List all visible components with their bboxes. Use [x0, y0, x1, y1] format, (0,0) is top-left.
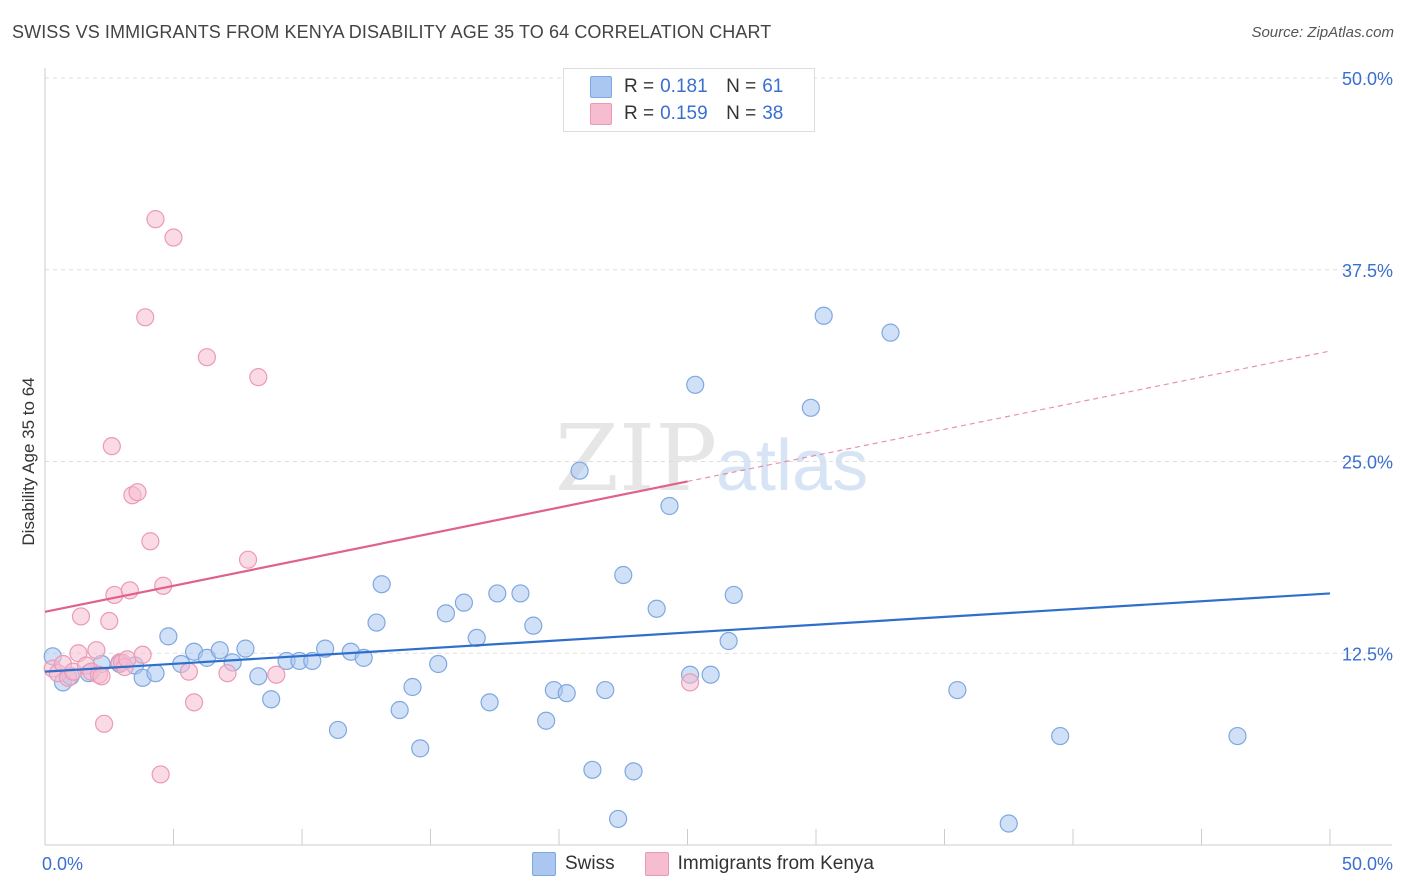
y-tick-label: 37.5% — [1342, 261, 1393, 281]
swiss-point — [210, 641, 229, 660]
r-value: 0.159 — [660, 103, 708, 124]
kenya-point — [102, 437, 121, 456]
kenya-point — [197, 348, 217, 367]
swiss-point — [1228, 726, 1247, 746]
stats-legend-row-kenya: R = 0.159 N = 38 — [590, 102, 783, 126]
kenya-point — [128, 483, 147, 502]
kenya-point — [238, 550, 258, 569]
kenya-point — [92, 667, 111, 686]
kenya-point — [95, 714, 114, 733]
y-tick-label: 12.5% — [1342, 644, 1393, 664]
kenya-point — [146, 210, 165, 229]
r-label: R = — [624, 103, 655, 124]
swiss-point — [249, 667, 268, 686]
swiss-point — [159, 627, 178, 646]
swiss-point — [429, 654, 448, 674]
kenya-point — [179, 662, 199, 681]
swiss-point — [583, 760, 602, 779]
n-label: N = — [726, 103, 757, 124]
kenya-point — [680, 673, 700, 692]
r-value: 0.181 — [660, 76, 708, 97]
kenya-swatch — [590, 103, 612, 125]
kenya-point — [267, 665, 286, 684]
swiss-point — [999, 814, 1018, 833]
legend-item-swiss[interactable]: Swiss — [531, 852, 615, 876]
swiss-point — [316, 639, 335, 658]
swiss-point — [367, 613, 386, 632]
swiss-point — [609, 809, 628, 829]
n-value: 38 — [762, 103, 784, 124]
swiss-point — [328, 720, 348, 740]
swiss-point — [390, 700, 409, 720]
kenya-point — [141, 532, 160, 551]
swiss-point — [372, 575, 391, 594]
swiss-swatch — [590, 76, 612, 98]
swiss-point — [436, 604, 456, 623]
swiss-point — [570, 461, 589, 480]
x-tick-label: 0.0% — [42, 854, 83, 874]
swiss-point — [480, 693, 499, 712]
kenya-point — [100, 611, 119, 631]
chart-title: SWISS VS IMMIGRANTS FROM KENYA DISABILIT… — [12, 22, 772, 42]
kenya-point — [164, 228, 183, 247]
kenya-point — [87, 641, 106, 660]
kenya-point — [184, 693, 204, 712]
legend-label-kenya: Immigrants from Kenya — [677, 853, 875, 874]
x-tick-label: 50.0% — [1342, 854, 1393, 874]
swiss-point — [948, 680, 967, 700]
swiss-point — [596, 680, 615, 700]
y-axis-label: Disability Age 35 to 64 — [19, 377, 38, 545]
swiss-point — [660, 496, 679, 516]
swiss-point — [236, 639, 255, 658]
stats-legend-row-swiss: R = 0.181 N = 61 — [590, 75, 783, 99]
kenya-point — [249, 368, 268, 387]
kenya-point — [133, 645, 152, 664]
swiss-point — [881, 323, 900, 342]
swiss-point — [467, 628, 486, 648]
swiss-point — [686, 375, 705, 394]
stats-legend: R = 0.181 N = 61 R = 0.159 N = 38 — [563, 68, 815, 132]
swiss-point — [724, 585, 743, 605]
swiss-point — [557, 684, 576, 703]
kenya-trend-line — [44, 480, 688, 613]
n-label: N = — [726, 76, 757, 97]
swiss-point — [801, 398, 820, 417]
legend-label-swiss: Swiss — [564, 853, 615, 874]
kenya-trend-extension — [687, 350, 1331, 483]
swiss-point — [524, 616, 543, 635]
y-tick-label: 50.0% — [1342, 69, 1393, 89]
swiss-point — [262, 690, 281, 709]
r-label: R = — [624, 76, 655, 97]
swiss-trend-line — [44, 592, 1331, 673]
kenya-point — [71, 607, 91, 626]
swiss-point — [146, 664, 165, 683]
watermark-atlas: atlas — [716, 426, 868, 506]
swiss-point — [814, 306, 833, 325]
series-legend: Swiss Immigrants from Kenya — [0, 852, 1406, 876]
source-credit: Source: ZipAtlas.com — [1251, 24, 1394, 41]
legend-item-kenya[interactable]: Immigrants from Kenya — [644, 852, 875, 876]
swiss-point — [454, 593, 474, 612]
swiss-point — [614, 565, 633, 585]
kenya-point — [151, 765, 170, 784]
swiss-point — [624, 762, 643, 781]
swiss-point — [488, 584, 507, 603]
kenya-point — [136, 308, 155, 327]
swiss-point — [1051, 726, 1070, 746]
swiss-point — [403, 677, 422, 697]
kenya-point — [218, 664, 237, 683]
swiss-point — [411, 739, 430, 758]
kenya-legend-swatch — [644, 852, 669, 876]
swiss-point — [719, 631, 738, 651]
swiss-point — [701, 665, 720, 684]
y-tick-label: 25.0% — [1342, 453, 1393, 473]
n-value: 61 — [762, 76, 784, 97]
watermark-zip: ZIP — [555, 405, 717, 512]
swiss-point — [647, 599, 666, 618]
swiss-point — [537, 711, 556, 730]
swiss-legend-swatch — [531, 852, 556, 876]
swiss-point — [511, 584, 530, 603]
kenya-point — [105, 585, 124, 605]
